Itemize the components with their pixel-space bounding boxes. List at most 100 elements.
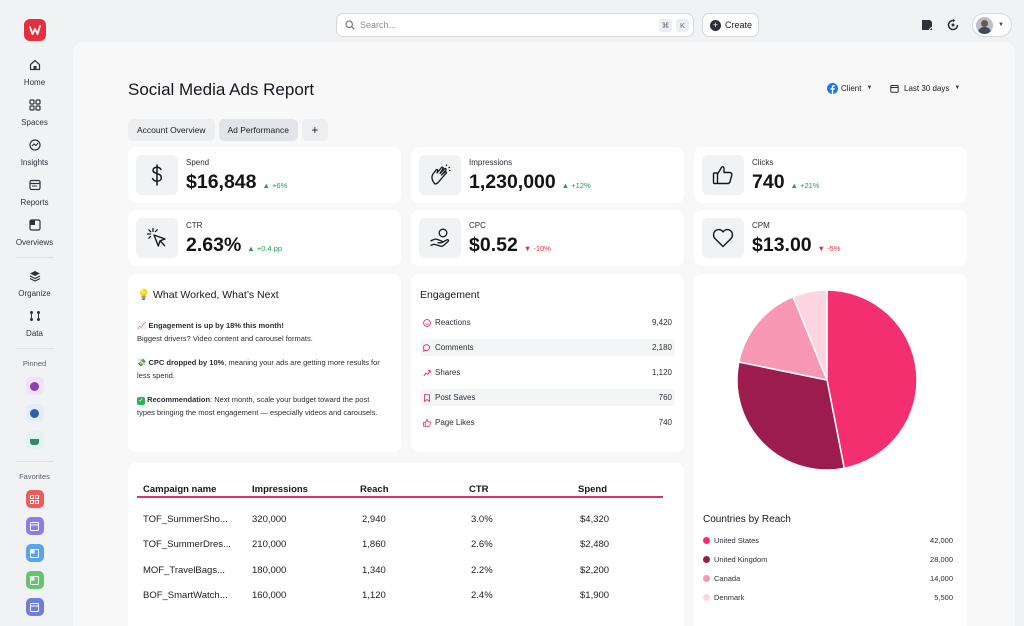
heart-icon (702, 218, 744, 258)
engagement-row: Comments 2,180 (420, 339, 675, 356)
table-cell: 1,120 (362, 590, 386, 601)
lightbulb-icon: 💡 (137, 289, 151, 301)
top-bar: Search... ⌘ K + Create ▼ (62, 8, 1024, 42)
table-cell: $4,320 (580, 514, 610, 525)
search-input[interactable]: Search... ⌘ K (336, 13, 694, 37)
favorite-item[interactable] (25, 571, 44, 589)
data-icon (27, 308, 43, 324)
shortcut-key: ⌘ (659, 18, 672, 32)
pie-slice-canada[interactable] (737, 295, 829, 382)
kpi-delta: ▲ +12% (561, 181, 591, 190)
comment-icon (423, 343, 430, 352)
column-header[interactable]: Campaign name (143, 484, 217, 495)
sidebar-item-spaces[interactable]: Spaces (8, 97, 61, 127)
organize-icon (27, 268, 43, 284)
kpi-label: CPM (752, 221, 770, 230)
column-header[interactable]: Spend (578, 484, 608, 495)
sidebar-item-label: Home (23, 78, 46, 87)
favorite-item[interactable] (25, 598, 44, 616)
sidebar-divider (15, 257, 54, 258)
cursor-click-icon (136, 218, 178, 258)
column-header[interactable]: Impressions (252, 484, 308, 495)
kpi-delta: ▲ +6% (262, 181, 288, 190)
pinned-item[interactable] (25, 431, 44, 449)
legend-value: 42,000 (930, 536, 953, 545)
insight-cpc: 💸 CPC dropped by 10%, meaning your ads a… (137, 358, 380, 380)
sidebar-item-home[interactable]: Home (8, 57, 61, 87)
sidebar-item-label: Organize (18, 289, 51, 298)
engagement-card: Engagement Reactions 9,420 Comments 2,18… (411, 274, 684, 452)
kpi-delta: ▼ -10% (523, 244, 551, 253)
favorite-item[interactable] (25, 544, 44, 562)
sidebar-item-reports[interactable]: Reports (8, 177, 61, 207)
report-icon (30, 521, 39, 531)
pinned-heading: Pinned (22, 359, 47, 368)
countries-by-reach-chart: Countries by Reach United States 42,000 U… (694, 274, 967, 626)
home-icon (27, 57, 43, 73)
engagement-value: 1,120 (651, 368, 672, 377)
sidebar-item-label: Spaces (21, 118, 48, 127)
client-filter[interactable]: Client ▼ (827, 80, 872, 96)
create-label: Create (725, 20, 753, 30)
sidebar-item-overviews[interactable]: Overviews (8, 217, 61, 247)
table-cell: $2,480 (580, 539, 610, 550)
chart-emoji-icon: 📈 (137, 321, 147, 330)
pinned-item[interactable] (25, 404, 44, 422)
reports-icon (27, 177, 43, 193)
engagement-row: Shares 1,120 (420, 364, 675, 381)
insights-icon (27, 137, 43, 153)
pie-slice-united-states[interactable] (826, 289, 918, 470)
hand-coin-icon (419, 218, 461, 258)
legend-item: Denmark 5,500 (703, 593, 953, 602)
pie-slice-denmark[interactable] (792, 289, 828, 381)
avatar (976, 16, 993, 34)
pinned-item[interactable] (25, 377, 44, 395)
legend-value: 28,000 (930, 555, 953, 564)
engagement-value: 760 (658, 393, 672, 402)
campaign-table: Campaign name Impressions Reach CTR Spen… (128, 463, 684, 626)
tab-account-overview[interactable]: Account Overview (128, 119, 215, 141)
legend-swatch (703, 575, 710, 582)
app-logo[interactable] (23, 19, 46, 41)
add-tab-button[interactable]: + (301, 119, 328, 141)
plus-icon: + (710, 19, 721, 31)
engagement-value: 9,420 (651, 318, 672, 327)
notes-icon[interactable] (920, 18, 934, 32)
create-button[interactable]: + Create (702, 13, 759, 37)
kpi-card-clicks: Clicks 740 ▲ +21% (694, 147, 967, 203)
table-cell: 2,940 (362, 514, 386, 525)
sidebar-item-label: Reports (20, 198, 49, 207)
favorite-item[interactable] (25, 490, 44, 508)
logo-icon (28, 25, 41, 35)
globe-icon (30, 408, 39, 418)
thumbs-up-icon (702, 155, 744, 195)
user-menu[interactable]: ▼ (972, 13, 1012, 37)
kpi-value: $0.52 (469, 234, 518, 256)
kpi-delta: ▲ +21% (790, 181, 820, 190)
legend-swatch (703, 556, 710, 563)
column-header[interactable]: CTR (469, 484, 489, 495)
legend-swatch (703, 537, 710, 544)
dollar-icon (136, 155, 178, 195)
sidebar-item-insights[interactable]: Insights (8, 137, 61, 167)
kpi-value: $13.00 (752, 234, 812, 256)
date-filter[interactable]: Last 30 days ▼ (890, 80, 960, 96)
legend-swatch (703, 594, 710, 601)
overview-icon (30, 548, 39, 558)
sidebar-item-label: Insights (20, 158, 49, 167)
kpi-value: 2.63% (186, 234, 242, 256)
table-cell: 210,000 (252, 539, 287, 550)
favorite-item[interactable] (25, 517, 44, 535)
tab-ad-performance[interactable]: Ad Performance (218, 119, 298, 141)
refresh-icon[interactable] (946, 18, 960, 32)
legend-item: Canada 14,000 (703, 574, 953, 583)
sidebar-item-data[interactable]: Data (8, 308, 61, 338)
engagement-value: 2,180 (651, 343, 672, 352)
basket-icon (30, 438, 39, 445)
kpi-card-impressions: Impressions 1,230,000 ▲ +12% (411, 147, 684, 203)
column-header[interactable]: Reach (360, 484, 389, 495)
sidebar-item-organize[interactable]: Organize (8, 268, 61, 298)
table-cell: BOF_SmartWatch... (143, 590, 228, 601)
pie-slice-united-kingdom[interactable] (736, 361, 846, 471)
header-divider (137, 496, 663, 498)
